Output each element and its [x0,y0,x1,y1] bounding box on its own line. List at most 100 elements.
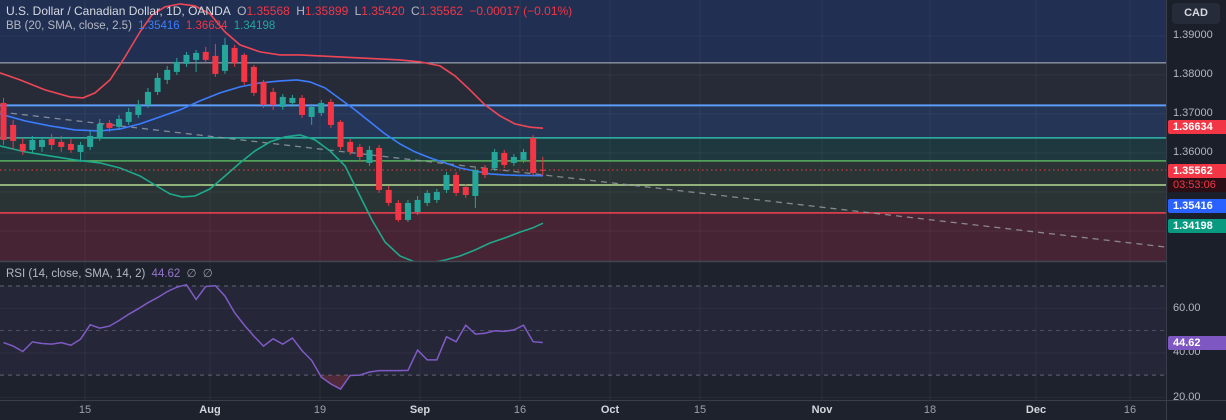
candle-body [453,174,460,193]
price-badge: 1.35562 [1168,164,1226,178]
trendline-dashed[interactable] [0,111,1166,248]
candle-body [39,139,46,147]
time-axis-label: 16 [513,404,527,416]
candle-body [135,104,142,115]
candle-body [106,122,113,128]
price-axis-label: 1.36000 [1173,146,1213,159]
price-badge: 1.34198 [1168,219,1226,233]
low-value: 1.35420 [361,4,405,18]
price-zone [0,105,1166,138]
price-badge: 1.36634 [1168,120,1226,134]
candle-body [443,174,450,190]
price-zone [0,160,1166,213]
rsi-ma1-value: ∅ [186,268,197,280]
candle-body [48,138,55,145]
time-axis-label: 18 [923,404,937,416]
candle-body [501,152,508,165]
candle-body [385,189,392,203]
candle-body [424,192,431,203]
bb-indicator-legend[interactable]: BB (20, SMA, close, 2.5) 1.35416 1.36634… [6,20,278,32]
candle-body [125,111,132,122]
candle-body [462,186,469,195]
time-axis-label: 15 [693,404,707,416]
time-axis-label: Sep [409,404,431,416]
candle-body [530,137,537,173]
candle-body [58,141,65,147]
time-axis-label: Nov [811,404,833,416]
axis-corner [1166,400,1226,420]
candle-body [173,61,180,72]
candle-body [144,91,151,105]
candle-body [67,143,74,150]
candle-body [472,169,479,196]
candle-body [164,69,171,80]
candle-body [116,118,123,127]
candle-body [202,51,209,60]
change-value: −0.00017 (−0.01%) [469,4,573,18]
candle-body [270,91,277,105]
candle-body [337,121,344,147]
price-zone [0,137,1166,161]
bb-upper-band-line [0,3,544,129]
rsi-axis-label: 60.00 [1173,301,1201,314]
time-axis-label: Aug [199,404,221,416]
price-axis-label: 1.39000 [1173,29,1213,42]
rsi-line [3,283,543,391]
candle-body [347,141,354,152]
candle-body [260,81,267,105]
candle-body [318,102,325,113]
candle-body [29,139,36,150]
rsi-label: RSI (14, close, SMA, 14, 2) [6,268,146,280]
candle-body [231,47,238,63]
candle-body [395,202,402,220]
open-value: 1.35568 [246,4,290,18]
candle-body [241,54,248,82]
rsi-indicator-legend[interactable]: RSI (14, close, SMA, 14, 2) 44.62 ∅ ∅ [6,266,216,280]
price-zone [0,0,1166,63]
time-axis[interactable]: 15 Aug 19 Sep 16 Oct 15 Nov 18 Dec 16 [0,400,1166,420]
candle-body [183,54,190,64]
candle-body [154,77,161,92]
symbol-title: U.S. Dollar / Canadian Dollar, 1D, OANDA [6,4,231,18]
candle-body [491,151,498,168]
close-value: 1.35562 [419,4,464,18]
candle-body [19,143,26,151]
currency-toggle-button[interactable]: CAD [1172,3,1220,24]
symbol-header[interactable]: U.S. Dollar / Canadian Dollar, 1D, OANDA… [6,4,575,18]
candle-body [250,66,257,93]
candle-body [376,147,383,190]
candle-body [193,52,200,60]
bb-lower-value: 1.34198 [233,20,276,32]
rsi-band [0,286,1166,376]
candle-body [289,97,296,103]
bb-lower-band-line [0,134,544,261]
candle-body [510,156,517,163]
close-label: C [411,4,420,18]
price-axis[interactable]: 1.390001.380001.370001.360001.3400060.00… [1166,0,1226,403]
candle-body [212,55,219,74]
candle-body [482,167,488,175]
rsi-ma2-value: ∅ [202,268,213,280]
candle-body [221,44,228,71]
price-axis-label: 1.38000 [1173,68,1213,81]
candle-countdown-timer: 03:53:06 [1168,178,1226,192]
time-axis-label: Dec [1025,404,1047,416]
open-label: O [237,4,247,18]
candle-body [414,199,421,212]
candle-body [539,169,546,171]
price-axis-label: 1.37000 [1173,107,1213,120]
candle-body [10,124,17,141]
candle-body [299,97,306,115]
chart-canvas[interactable] [0,0,1166,400]
bb-mid-value: 1.35416 [138,20,180,32]
candle-body [77,144,84,152]
candle-body [87,135,94,147]
price-zone [0,212,1166,261]
rsi-value: 44.62 [151,268,181,280]
time-axis-label: 16 [1123,404,1137,416]
candle-body [279,96,286,107]
low-label: L [354,4,362,18]
time-axis-label: Oct [600,404,620,416]
bb-label: BB (20, SMA, close, 2.5) [6,20,132,32]
